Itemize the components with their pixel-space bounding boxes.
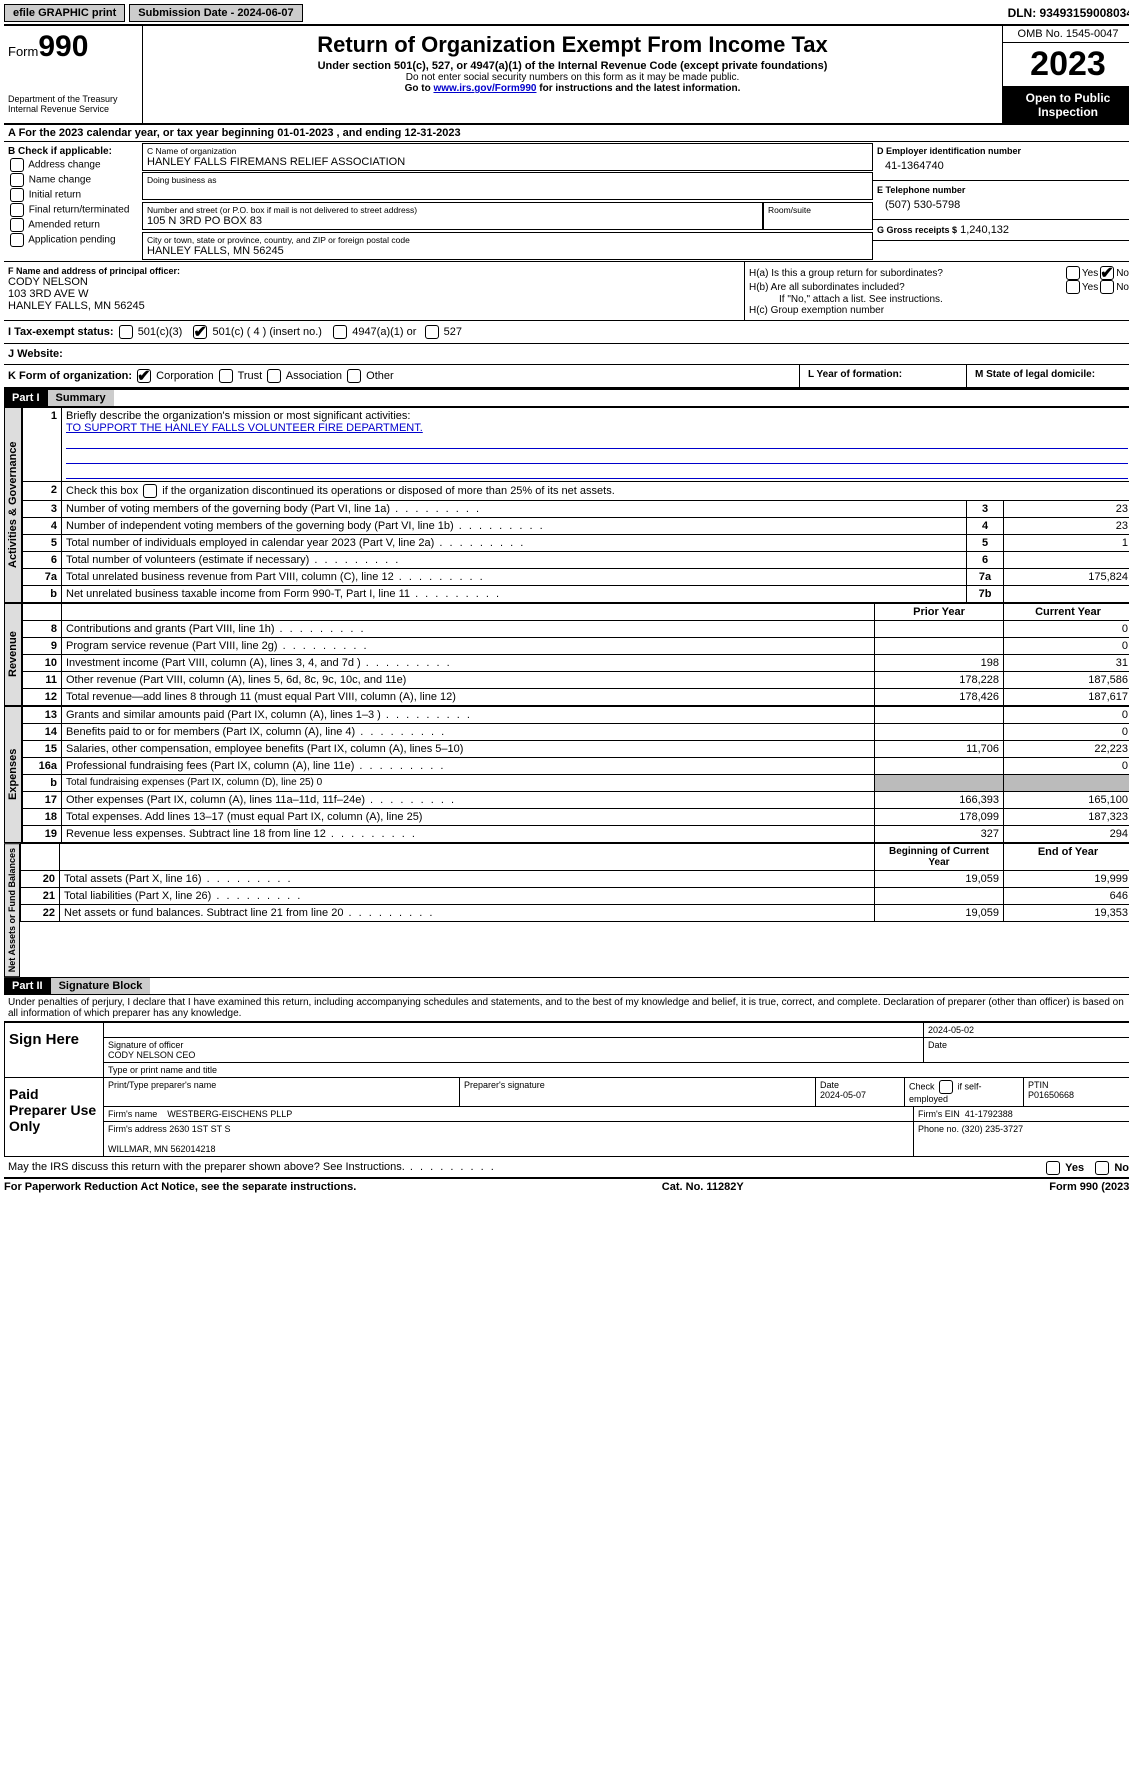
net-assets-section: Net Assets or Fund Balances Beginning of… (4, 843, 1129, 977)
activities-governance: Activities & Governance 1 Briefly descri… (4, 407, 1129, 603)
chk-ha-no[interactable] (1100, 266, 1114, 280)
org-name: HANLEY FALLS FIREMANS RELIEF ASSOCIATION (147, 156, 868, 168)
section-c: C Name of organization HANLEY FALLS FIRE… (142, 142, 873, 261)
instructions-link-row: Go to www.irs.gov/Form990 for instructio… (147, 83, 998, 94)
section-fh: F Name and address of principal officer:… (4, 262, 1129, 321)
officer-addr1: 103 3RD AVE W (8, 288, 740, 300)
firm-phone: (320) 235-3727 (962, 1124, 1024, 1134)
street-address: 105 N 3RD PO BOX 83 (147, 215, 758, 227)
chk-discuss-no[interactable] (1095, 1161, 1109, 1175)
org-info-grid: B Check if applicable: Address change Na… (4, 142, 1129, 262)
sig-date: 2024-05-02 (923, 1023, 1129, 1038)
chk-initial-return[interactable] (10, 188, 24, 202)
page-footer: For Paperwork Reduction Act Notice, see … (4, 1179, 1129, 1193)
val-7b (1004, 586, 1129, 603)
irs-label: Internal Revenue Service (8, 104, 138, 114)
form-number: Form990 (8, 30, 138, 64)
dba (147, 185, 868, 197)
val-4: 23 (1004, 518, 1129, 535)
val-7a: 175,824 (1004, 569, 1129, 586)
section-b: B Check if applicable: Address change Na… (4, 142, 142, 261)
signature-block: Sign Here 2024-05-02 Signature of office… (4, 1022, 1129, 1157)
submission-date: Submission Date - 2024-06-07 (129, 4, 302, 22)
chk-501c[interactable] (193, 325, 207, 339)
val-5: 1 (1004, 535, 1129, 552)
section-m: M State of legal domicile: (966, 365, 1129, 387)
chk-corp[interactable] (137, 369, 151, 383)
chk-4947[interactable] (333, 325, 347, 339)
section-l: L Year of formation: (799, 365, 966, 387)
chk-amended-return[interactable] (10, 218, 24, 232)
section-a-tax-year: A For the 2023 calendar year, or tax yea… (4, 125, 1129, 142)
val-3: 23 (1004, 501, 1129, 518)
ptin: P01650668 (1028, 1090, 1074, 1100)
chk-self-employed[interactable] (939, 1080, 953, 1094)
officer-addr2: HANLEY FALLS, MN 56245 (8, 300, 740, 312)
chk-assoc[interactable] (267, 369, 281, 383)
form-title: Return of Organization Exempt From Incom… (147, 32, 998, 58)
chk-ha-yes[interactable] (1066, 266, 1080, 280)
ssn-note: Do not enter social security numbers on … (147, 72, 998, 83)
firm-name: WESTBERG-EISCHENS PLLP (167, 1109, 292, 1119)
top-bar: efile GRAPHIC print Submission Date - 20… (4, 4, 1129, 26)
chk-final-return[interactable] (10, 203, 24, 217)
chk-discuss-yes[interactable] (1046, 1161, 1060, 1175)
section-i: I Tax-exempt status: 501(c)(3) 501(c) ( … (4, 321, 1129, 344)
perjury-declaration: Under penalties of perjury, I declare th… (4, 995, 1129, 1022)
form-subtitle: Under section 501(c), 527, or 4947(a)(1)… (147, 60, 998, 72)
revenue-section: Revenue Prior YearCurrent Year 8Contribu… (4, 603, 1129, 706)
chk-name-change[interactable] (10, 173, 24, 187)
section-deg: D Employer identification number 41-1364… (873, 142, 1129, 261)
chk-trust[interactable] (219, 369, 233, 383)
omb-number: OMB No. 1545-0047 (1003, 26, 1129, 43)
may-discuss-row: May the IRS discuss this return with the… (4, 1157, 1129, 1179)
chk-hb-yes[interactable] (1066, 280, 1080, 294)
telephone: (507) 530-5798 (877, 195, 1129, 215)
chk-527[interactable] (425, 325, 439, 339)
prep-date: 2024-05-07 (820, 1090, 866, 1100)
chk-address-change[interactable] (10, 158, 24, 172)
section-klm: K Form of organization: Corporation Trus… (4, 365, 1129, 389)
val-6 (1004, 552, 1129, 569)
firm-ein: 41-1792388 (965, 1109, 1013, 1119)
officer-sig: CODY NELSON CEO (108, 1050, 195, 1060)
open-to-public: Open to Public Inspection (1003, 87, 1129, 123)
part2-header: Part IISignature Block (4, 977, 1129, 995)
tax-year: 2023 (1003, 43, 1129, 87)
chk-hb-no[interactable] (1100, 280, 1114, 294)
ein: 41-1364740 (877, 156, 1129, 176)
city-state-zip: HANLEY FALLS, MN 56245 (147, 245, 868, 257)
expenses-section: Expenses 13Grants and similar amounts pa… (4, 706, 1129, 843)
mission-text: TO SUPPORT THE HANLEY FALLS VOLUNTEER FI… (66, 422, 423, 434)
dln: DLN: 93493159008034 (1008, 6, 1129, 20)
efile-print-btn[interactable]: efile GRAPHIC print (4, 4, 125, 22)
dept-treasury: Department of the Treasury (8, 94, 138, 104)
firm-addr1: 2630 1ST ST S (169, 1124, 230, 1134)
chk-501c3[interactable] (119, 325, 133, 339)
form-header: Form990 Department of the Treasury Inter… (4, 26, 1129, 125)
part1-header: Part ISummary (4, 389, 1129, 407)
irs-link[interactable]: www.irs.gov/Form990 (433, 83, 536, 94)
chk-discontinued[interactable] (143, 484, 157, 498)
chk-application-pending[interactable] (10, 233, 24, 247)
firm-addr2: WILLMAR, MN 562014218 (108, 1144, 216, 1154)
officer-name: CODY NELSON (8, 276, 740, 288)
chk-other[interactable] (347, 369, 361, 383)
gross-receipts: 1,240,132 (960, 224, 1009, 236)
section-j: J Website: (4, 344, 1129, 365)
